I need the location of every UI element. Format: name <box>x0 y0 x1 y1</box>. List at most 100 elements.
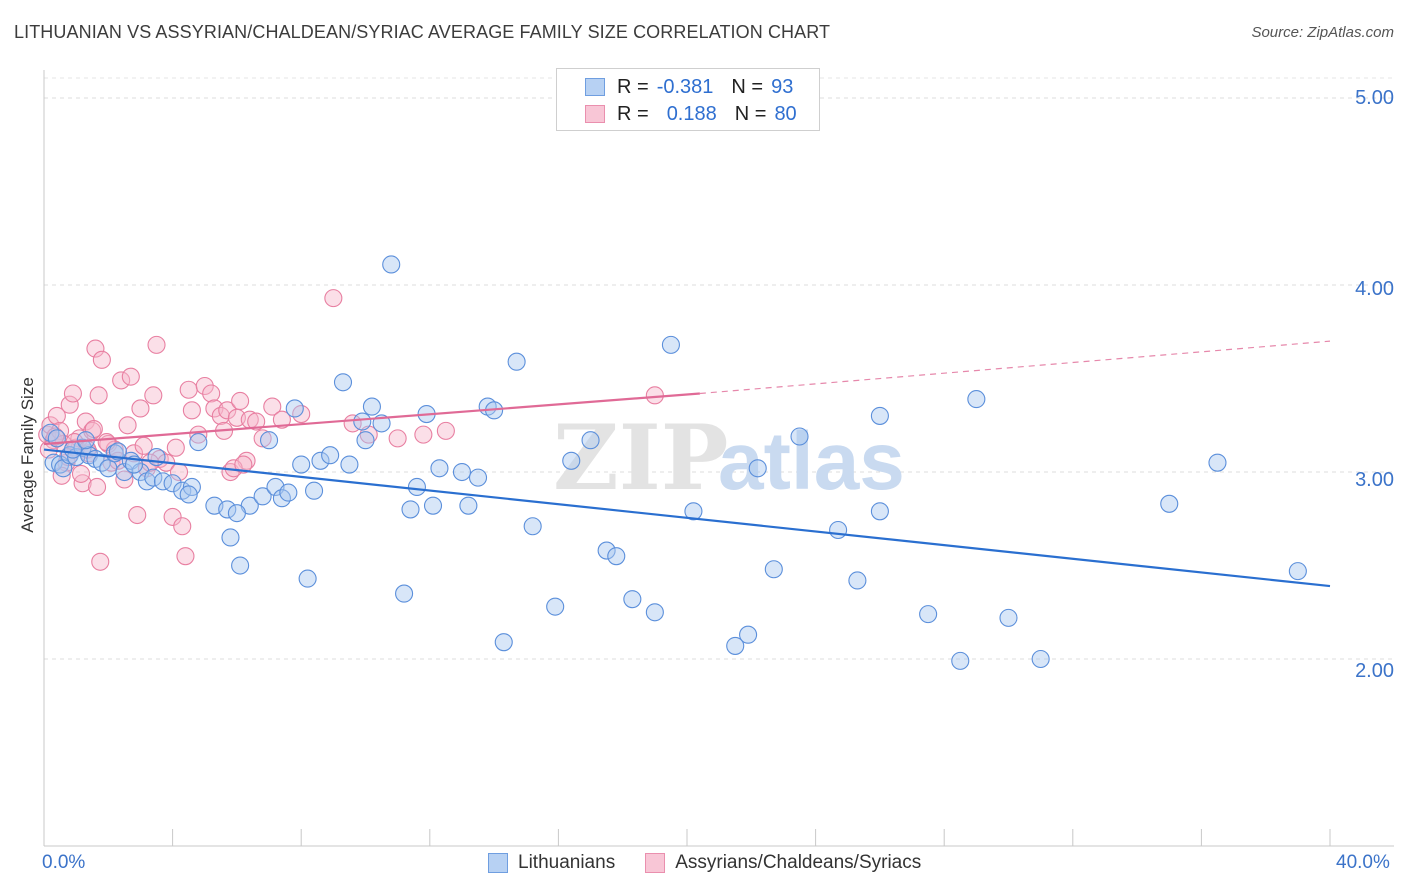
data-point-assyrians <box>87 477 107 497</box>
chart-title: LITHUANIAN VS ASSYRIAN/CHALDEAN/SYRIAC A… <box>14 22 831 42</box>
y-tick-label: 4.00 <box>1355 278 1394 300</box>
x-tick-min: 0.0% <box>42 852 86 873</box>
data-point-assyrians <box>176 547 195 566</box>
axes <box>43 70 1394 847</box>
data-point-assyrians <box>234 455 253 474</box>
y-tick-label: 3.00 <box>1355 469 1394 491</box>
data-point-lithuanians <box>870 406 889 425</box>
data-point-lithuanians <box>507 352 526 371</box>
legend-row-assyrians: R = 0.188 N = 80 <box>585 101 797 127</box>
data-point-lithuanians <box>452 462 472 482</box>
data-point-lithuanians <box>395 584 414 603</box>
y-tick-label: 5.00 <box>1355 87 1394 109</box>
data-point-assyrians <box>86 339 105 358</box>
trend-line-assyrians <box>43 392 700 446</box>
data-point-lithuanians <box>546 597 565 616</box>
data-point-assyrians <box>436 421 455 440</box>
data-point-lithuanians <box>1160 494 1179 513</box>
data-point-lithuanians <box>144 468 163 487</box>
data-point-lithuanians <box>231 556 250 575</box>
data-point-lithuanians <box>597 541 616 560</box>
legend-n-label: N = <box>734 102 767 125</box>
data-point-assyrians <box>118 416 137 435</box>
data-point-assyrians <box>166 438 185 457</box>
y-tick-label: 2.00 <box>1355 660 1394 682</box>
data-point-lithuanians <box>739 625 758 644</box>
legend-swatch-blue <box>585 78 605 96</box>
data-point-lithuanians <box>726 636 745 655</box>
data-point-assyrians <box>359 425 378 444</box>
watermark: ZIP atlas <box>553 405 905 511</box>
x-tick-max: 40.0% <box>1336 852 1390 873</box>
data-point-lithuanians <box>321 446 340 465</box>
y-tick-labels: 2.00 3.00 4.00 5.00 <box>1355 87 1394 682</box>
y-axis-label: Average Family Size <box>18 377 37 533</box>
data-point-lithuanians <box>748 459 767 478</box>
legend-n-label: N = <box>731 75 764 98</box>
data-point-assyrians <box>131 399 150 418</box>
data-point-assyrians <box>189 425 208 444</box>
data-point-lithuanians <box>1288 562 1307 581</box>
legend-label-lithuanians: Lithuanians <box>518 852 616 873</box>
data-point-lithuanians <box>764 560 783 579</box>
data-point-lithuanians <box>661 335 680 354</box>
data-point-lithuanians <box>362 397 381 416</box>
data-point-lithuanians <box>581 431 600 450</box>
data-point-assyrians <box>414 425 433 444</box>
legend-r-label: R = <box>617 102 649 125</box>
data-point-lithuanians <box>1208 453 1227 472</box>
data-point-lithuanians <box>607 547 626 566</box>
data-point-assyrians <box>128 505 147 525</box>
data-point-lithuanians <box>468 468 488 487</box>
data-point-lithuanians <box>829 520 848 540</box>
data-point-assyrians <box>115 470 134 489</box>
stats-legend: R = -0.381 N = 93 R = 0.188 N = 80 <box>556 68 820 131</box>
legend-n-value: 80 <box>774 102 797 125</box>
data-point-lithuanians <box>259 431 279 450</box>
data-point-assyrians <box>179 380 198 399</box>
legend-swatch-blue <box>488 853 508 873</box>
data-point-assyrians <box>253 429 272 448</box>
data-point-lithuanians <box>401 500 420 519</box>
data-point-assyrians <box>182 401 201 420</box>
data-point-lithuanians <box>189 433 208 452</box>
data-point-assyrians <box>263 397 282 416</box>
data-point-lithuanians <box>999 608 1018 627</box>
data-point-lithuanians <box>848 571 867 590</box>
legend-swatch-pink <box>585 105 605 123</box>
data-point-assyrians <box>73 474 92 493</box>
data-point-assyrians <box>247 412 266 431</box>
watermark-atlas: atlas <box>718 416 905 507</box>
data-point-assyrians <box>163 507 182 526</box>
data-point-assyrians <box>173 517 192 536</box>
data-point-lithuanians <box>1031 649 1050 669</box>
trend-line-assyrians-extension <box>699 340 1331 395</box>
series-legend: Lithuanians Assyrians/Chaldeans/Syriacs <box>488 852 951 874</box>
data-point-lithuanians <box>423 496 443 515</box>
data-point-assyrians <box>218 401 237 420</box>
data-point-lithuanians <box>285 399 304 418</box>
data-point-lithuanians <box>430 459 449 478</box>
data-point-assyrians <box>324 289 343 308</box>
chart-source: Source: ZipAtlas.com <box>1251 24 1394 41</box>
legend-label-assyrians: Assyrians/Chaldeans/Syriacs <box>675 852 922 873</box>
data-point-lithuanians <box>54 459 73 478</box>
legend-r-value: 0.188 <box>666 102 717 125</box>
data-point-lithuanians <box>967 390 986 409</box>
data-point-assyrians <box>63 384 82 403</box>
data-point-assyrians <box>60 395 79 414</box>
legend-item-lithuanians[interactable]: Lithuanians <box>488 852 615 874</box>
watermark-zip: ZIP <box>553 405 728 511</box>
data-point-lithuanians <box>407 477 426 497</box>
data-point-lithuanians <box>108 442 127 461</box>
data-point-lithuanians <box>311 451 330 470</box>
data-point-assyrians <box>91 552 110 571</box>
data-point-lithuanians <box>179 485 198 504</box>
data-point-assyrians <box>47 406 66 425</box>
legend-item-assyrians[interactable]: Assyrians/Chaldeans/Syriacs <box>645 852 921 874</box>
data-point-lithuanians <box>870 502 889 521</box>
data-point-assyrians <box>231 391 250 411</box>
data-point-assyrians <box>147 335 166 354</box>
data-point-lithuanians <box>356 431 375 450</box>
trend-lines <box>43 340 1331 588</box>
